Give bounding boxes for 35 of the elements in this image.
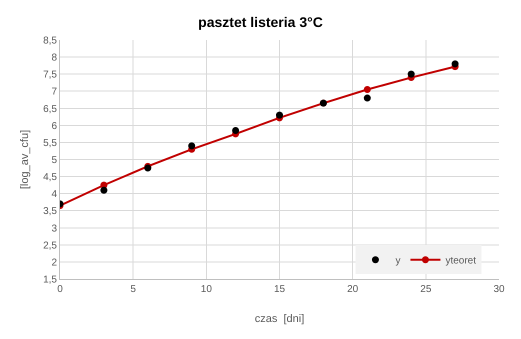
point xyxy=(364,94,371,102)
x-tick-label: 30 xyxy=(493,284,505,295)
point xyxy=(364,86,371,94)
y-tick-label: 3 xyxy=(51,223,58,234)
y-tick-label: 3,5 xyxy=(43,206,58,218)
point xyxy=(276,112,283,119)
y-tick-label: 1,5 xyxy=(43,274,58,286)
x-tick-label: 25 xyxy=(420,284,432,295)
y-axis-title: [log_av_cfu] xyxy=(19,130,31,190)
y-tick-label: 5 xyxy=(51,155,58,166)
y-tick-label: 8,5 xyxy=(43,36,58,46)
x-axis-title: czas [dni] xyxy=(254,313,304,325)
x-tick-label: 0 xyxy=(57,284,64,295)
legend-label: y xyxy=(395,256,400,267)
point xyxy=(188,142,196,150)
y-tick-label: 4 xyxy=(51,189,58,200)
y-tick-label: 7 xyxy=(51,86,58,98)
x-tick-label: 15 xyxy=(274,284,286,295)
x-tick-label: 20 xyxy=(347,284,359,295)
y-tick-label: 6 xyxy=(51,120,58,132)
y-tick-label: 8 xyxy=(51,52,58,64)
y-tick-label: 2 xyxy=(51,257,58,268)
y-tick-label: 2,5 xyxy=(43,240,58,252)
x-tick-label: 10 xyxy=(200,284,212,295)
point xyxy=(232,126,240,134)
y-tick-label: 5,5 xyxy=(43,138,58,149)
point xyxy=(452,60,459,68)
y-tick-label: 6,5 xyxy=(43,104,58,115)
point xyxy=(408,70,415,78)
y-tick-label: 7,5 xyxy=(43,70,58,81)
y-tick-label: 4,5 xyxy=(43,172,58,184)
chart-title: pasztet listeria 3°C xyxy=(198,14,323,30)
point xyxy=(100,186,108,194)
x-tick-label: 5 xyxy=(130,284,136,295)
legend-label: yteoret xyxy=(445,256,476,267)
